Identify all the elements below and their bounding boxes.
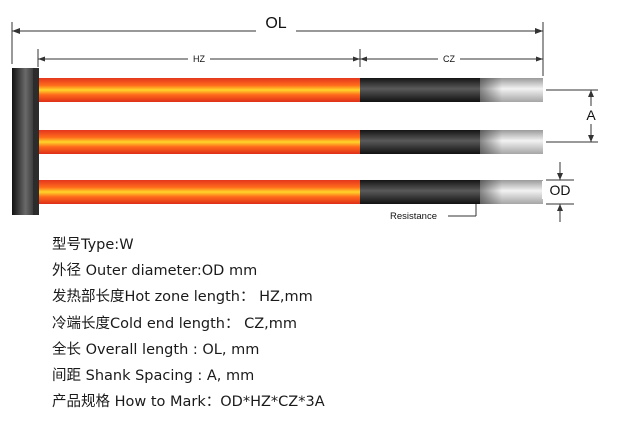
od-label: OD <box>550 182 571 198</box>
cold-zone-dimension: CZ <box>360 52 543 65</box>
rod-bottom <box>39 180 543 204</box>
spec-type: 型号Type:W <box>52 237 134 253</box>
specification-list: 型号Type:W 外径 Outer diameter:OD mm 发热部长度Ho… <box>52 232 325 415</box>
cz-label: CZ <box>443 54 455 64</box>
spacing-dimension: A <box>546 89 602 143</box>
rod-top <box>39 78 543 102</box>
outer-diameter-dimension: OD <box>542 162 578 222</box>
overall-length-dimension: OL <box>11 12 544 76</box>
resistance-callout: Resistance <box>390 204 477 222</box>
spec-how-to-mark: 产品规格 How to Mark：OD*HZ*CZ*3A <box>52 394 325 411</box>
terminal-transition <box>480 180 502 204</box>
terminal-transition <box>480 78 502 102</box>
hot-zone-segment <box>39 78 360 102</box>
spec-shank-spacing: 间距 Shank Spacing : A, mm <box>52 368 255 385</box>
ol-label: OL <box>265 15 286 32</box>
a-label: A <box>586 107 596 123</box>
cold-zone-segment <box>360 180 480 204</box>
cold-zone-segment <box>360 130 480 154</box>
hz-label: HZ <box>193 54 205 64</box>
bridge-edge <box>33 68 39 215</box>
spec-outer-diameter: 外径 Outer diameter:OD mm <box>52 263 258 280</box>
hot-zone-segment <box>39 130 360 154</box>
spec-hot-zone-length: 发热部长度Hot zone length： HZ,mm <box>52 289 313 306</box>
hot-zone-segment <box>39 180 360 204</box>
terminal-transition <box>480 130 502 154</box>
spec-cold-end-length: 冷端长度Cold end length： CZ,mm <box>52 315 298 332</box>
rod-middle <box>39 130 543 154</box>
cold-zone-segment <box>360 78 480 102</box>
hot-zone-dimension: HZ <box>37 49 361 67</box>
resistance-label: Resistance <box>390 211 437 222</box>
heating-element-diagram: OL HZ CZ <box>11 12 602 222</box>
spec-overall-length: 全长 Overall length : OL, mm <box>52 341 260 358</box>
